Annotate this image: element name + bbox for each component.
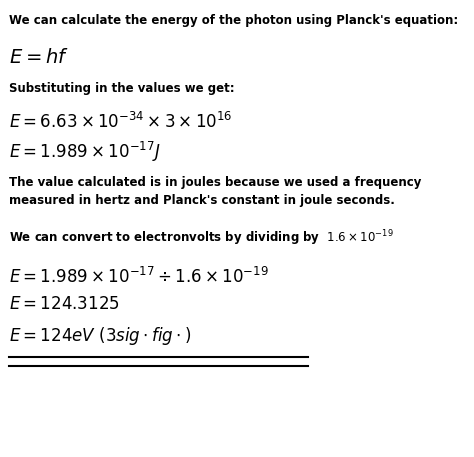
Text: $E = hf$: $E = hf$ [9, 48, 68, 67]
Text: We can convert to electronvolts by dividing by  $1.6 \times 10^{-19}$: We can convert to electronvolts by divid… [9, 228, 393, 248]
Text: Substituting in the values we get:: Substituting in the values we get: [9, 82, 234, 95]
Text: We can calculate the energy of the photon using Planck's equation:: We can calculate the energy of the photo… [9, 14, 458, 27]
Text: $E = 1.989 \times 10^{-17}J$: $E = 1.989 \times 10^{-17}J$ [9, 140, 160, 165]
Text: $E = 1.989 \times 10^{-17} \div 1.6 \times 10^{-19}$: $E = 1.989 \times 10^{-17} \div 1.6 \tim… [9, 267, 268, 287]
Text: $E = 6.63 \times 10^{-34} \times 3 \times 10^{16}$: $E = 6.63 \times 10^{-34} \times 3 \time… [9, 112, 232, 132]
Text: $E = 124.3125$: $E = 124.3125$ [9, 296, 119, 313]
Text: The value calculated is in joules because we used a frequency
measured in hertz : The value calculated is in joules becaus… [9, 176, 421, 207]
Text: $E = 124eV\ (3sig \cdot fig\cdot)$: $E = 124eV\ (3sig \cdot fig\cdot)$ [9, 325, 191, 347]
